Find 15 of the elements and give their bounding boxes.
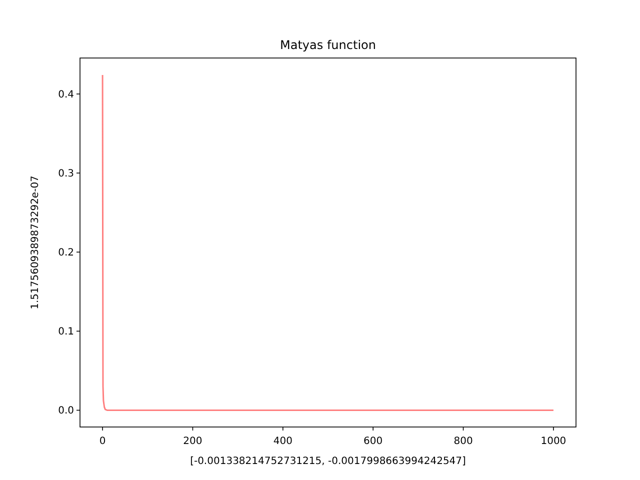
x-tick-label: 1000 [540,436,566,447]
x-axis-title: [-0.001338214752731215, -0.0017998663994242547] [190,456,466,467]
x-tick-label: 400 [273,436,292,447]
x-tick-label: 800 [454,436,473,447]
y-tick-label: 0.3 [58,168,74,180]
y-axis-title: 1.5175609389873292e-07 [30,176,41,310]
y-tick-label: 0.4 [58,89,74,100]
y-tick-label: 0.1 [58,326,74,338]
chart-title: Matyas function [280,38,376,52]
y-tick-label: 0.2 [58,248,74,259]
x-tick-label: 200 [183,436,202,447]
x-tick-label: 0 [99,436,106,447]
y-tick-label: 0.0 [58,406,74,417]
line-series [102,74,554,411]
x-tick-label: 600 [364,436,383,447]
